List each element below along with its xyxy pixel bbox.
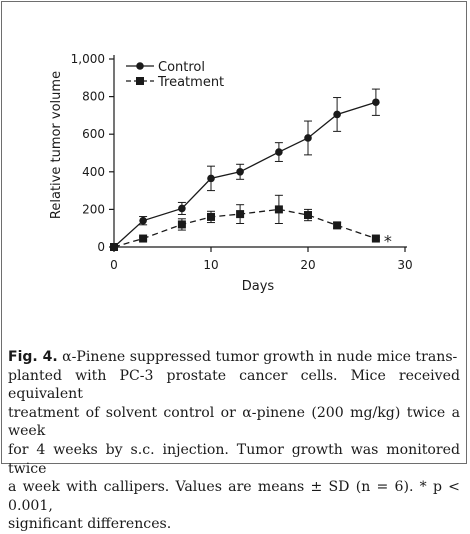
significance-asterisk: *: [384, 232, 392, 251]
legend-label-treatment: Treatment: [157, 75, 224, 90]
x-tick-label: 10: [203, 258, 218, 272]
data-point-square: [274, 205, 283, 214]
data-point-circle: [207, 174, 215, 183]
data-point-circle: [304, 134, 312, 142]
y-axis-title: Relative tumor volume: [49, 71, 64, 219]
series-control: [110, 88, 380, 251]
axes: 0 200 400 600 800 1,000 0 10 20 30: [71, 52, 413, 272]
data-point-circle: [275, 148, 283, 156]
caption-text: α-Pinene suppressed tumor growth in nude…: [8, 349, 460, 533]
data-point-square: [207, 212, 215, 221]
series-layer: *: [110, 88, 392, 251]
data-point-square: [110, 243, 118, 251]
y-tick-label: 400: [82, 165, 105, 179]
y-tick-label: 600: [82, 127, 105, 141]
data-point-circle: [139, 216, 147, 225]
x-tick-label: 30: [397, 258, 412, 272]
y-tick-label: 800: [82, 90, 105, 104]
series-treatment: [110, 194, 380, 251]
y-tick-label: 200: [82, 202, 105, 216]
data-point-circle: [372, 98, 380, 107]
caption-label: Fig. 4.: [8, 349, 58, 365]
y-tick-label: 1,000: [71, 52, 105, 66]
data-point-circle: [178, 204, 186, 213]
legend-marker-square: [136, 77, 144, 85]
data-point-square: [304, 211, 312, 220]
x-axis-title: Days: [242, 279, 275, 294]
data-point-square: [177, 220, 186, 229]
data-point-square: [333, 221, 342, 230]
legend-label-control: Control: [158, 60, 205, 75]
legend-marker-circle: [136, 62, 144, 70]
x-tick-label: 20: [300, 258, 315, 272]
y-tick-label: 0: [97, 240, 105, 254]
chart: 0 200 400 600 800 1,000 0 10 20 30 * ControlTreat…: [49, 52, 413, 294]
data-point-circle: [236, 168, 244, 176]
data-point-square: [236, 210, 245, 219]
data-point-square: [371, 234, 380, 243]
data-point-circle: [333, 110, 341, 119]
data-point-square: [139, 234, 148, 243]
x-tick-label: 0: [110, 258, 118, 272]
figure-caption: Fig. 4. α-Pinene suppressed tumor growth…: [8, 348, 460, 534]
